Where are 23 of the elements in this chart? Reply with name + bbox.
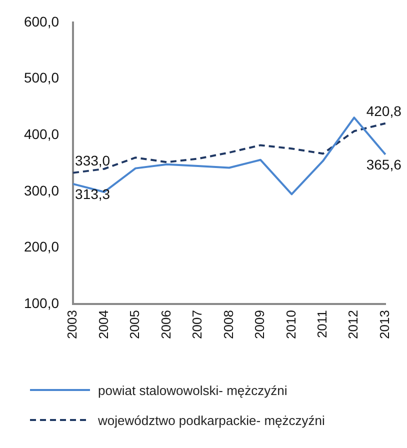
x-tick-label: 2006 [158,310,174,339]
data-label: 420,8 [366,103,402,120]
y-tick-label: 400,0 [24,126,60,142]
y-tick-label: 500,0 [24,70,60,86]
x-tick-label: 2008 [220,310,236,339]
y-tick-label: 200,0 [24,238,60,255]
x-tick-label: 2007 [190,310,205,339]
data-label: 365,6 [366,156,402,172]
x-tick-label: 2012 [346,310,361,339]
y-tick-label: 100,0 [24,294,60,311]
x-tick-label: 2009 [252,310,268,339]
x-tick-label: 2005 [127,310,142,339]
x-tick-label: 2013 [376,310,392,339]
data-label: 313,3 [75,186,110,202]
y-tick-label: 300,0 [24,182,60,198]
data-label: 333,0 [75,152,110,169]
legend-label: powiat stalowowolski- mężczyźni [98,382,288,398]
x-tick-label: 2003 [64,310,80,339]
x-tick-label: 2004 [96,310,111,339]
x-tick-label: 2010 [283,310,298,339]
legend-label: województwo podkarpackie- mężczyźni [98,412,325,428]
y-tick-label: 600,0 [24,13,60,30]
x-tick-label: 2011 [314,310,330,338]
